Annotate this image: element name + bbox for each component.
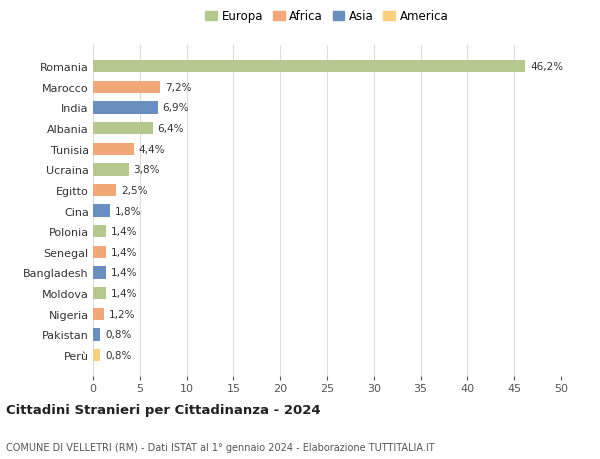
Text: 7,2%: 7,2% (165, 83, 191, 93)
Bar (93, 349, 100, 361)
Bar (93, 123, 153, 135)
Bar (93, 329, 100, 341)
Bar (93, 164, 128, 176)
Bar (93, 308, 104, 320)
Text: 1,2%: 1,2% (109, 309, 136, 319)
Text: 1,8%: 1,8% (115, 206, 141, 216)
Text: 1,4%: 1,4% (111, 268, 137, 278)
Bar (93, 287, 106, 300)
Text: 2,5%: 2,5% (121, 185, 148, 196)
Text: 6,9%: 6,9% (162, 103, 189, 113)
Text: 1,4%: 1,4% (111, 227, 137, 237)
Bar (93, 102, 158, 114)
Legend: Europa, Africa, Asia, America: Europa, Africa, Asia, America (202, 7, 452, 27)
Bar (93, 61, 526, 73)
Text: Cittadini Stranieri per Cittadinanza - 2024: Cittadini Stranieri per Cittadinanza - 2… (6, 403, 320, 416)
Bar (93, 82, 160, 94)
Text: 0,8%: 0,8% (105, 330, 131, 340)
Text: 1,4%: 1,4% (111, 247, 137, 257)
Bar (93, 143, 134, 156)
Text: 0,8%: 0,8% (105, 350, 131, 360)
Text: 46,2%: 46,2% (530, 62, 563, 72)
Bar (93, 225, 106, 238)
Bar (93, 267, 106, 279)
Text: 3,8%: 3,8% (133, 165, 160, 175)
Text: 6,4%: 6,4% (158, 124, 184, 134)
Text: COMUNE DI VELLETRI (RM) - Dati ISTAT al 1° gennaio 2024 - Elaborazione TUTTITALI: COMUNE DI VELLETRI (RM) - Dati ISTAT al … (6, 442, 434, 452)
Text: 1,4%: 1,4% (111, 288, 137, 298)
Bar (93, 246, 106, 258)
Bar (93, 205, 110, 217)
Text: 4,4%: 4,4% (139, 145, 166, 154)
Bar (93, 185, 116, 197)
